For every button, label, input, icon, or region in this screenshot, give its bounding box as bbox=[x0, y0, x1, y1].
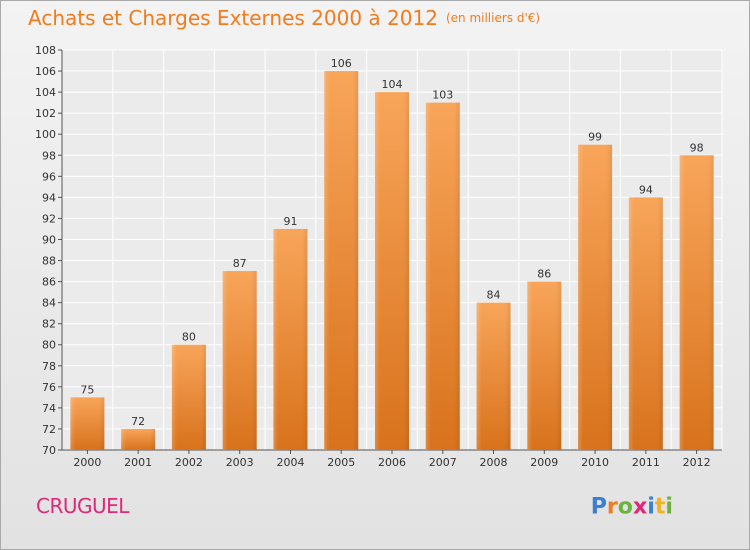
y-tick-label: 76 bbox=[42, 381, 56, 394]
y-tick-label: 106 bbox=[35, 65, 56, 78]
y-tick-label: 86 bbox=[42, 276, 56, 289]
bar-shade-2012 bbox=[679, 155, 714, 450]
y-tick-label: 82 bbox=[42, 318, 56, 331]
proxiti-logo-text: Proxiti bbox=[591, 494, 673, 520]
bar-shade-2003 bbox=[222, 271, 257, 450]
data-label-2009: 86 bbox=[537, 268, 551, 281]
y-tick-label: 92 bbox=[42, 212, 56, 225]
x-tick-label-2006: 2006 bbox=[378, 456, 406, 469]
bar-layer bbox=[70, 71, 714, 451]
proxiti-logo: Proxiti bbox=[591, 494, 673, 520]
x-tick-label-2002: 2002 bbox=[175, 456, 203, 469]
data-label-2012: 98 bbox=[690, 141, 704, 154]
x-tick-label-2005: 2005 bbox=[327, 456, 355, 469]
bar-shade-2006 bbox=[375, 92, 409, 451]
y-tick-label: 104 bbox=[35, 86, 56, 99]
x-tick-label-2008: 2008 bbox=[480, 456, 508, 469]
data-label-2001: 72 bbox=[131, 415, 145, 428]
data-label-2004: 91 bbox=[283, 215, 297, 228]
y-tick-label: 98 bbox=[42, 149, 56, 162]
y-tick-label: 78 bbox=[42, 360, 56, 373]
x-tick-label-2001: 2001 bbox=[124, 456, 152, 469]
bar-shade-2009 bbox=[527, 281, 562, 450]
x-tick-label-2011: 2011 bbox=[632, 456, 660, 469]
bar-shade-2008 bbox=[476, 302, 511, 450]
x-tick-label-2000: 2000 bbox=[73, 456, 101, 469]
x-tick-label-2003: 2003 bbox=[226, 456, 254, 469]
y-tick-label: 72 bbox=[42, 423, 56, 436]
label-layer: 75 72 80 87 91 106 104 103 84 86 99 94 98 bbox=[80, 57, 703, 428]
y-tick-label: 96 bbox=[42, 170, 56, 183]
bar-shade-2007 bbox=[425, 102, 460, 450]
chart-title: Achats et Charges Externes 2000 à 2012 (e… bbox=[28, 6, 540, 30]
data-label-2008: 84 bbox=[487, 289, 501, 302]
x-tick-label-2012: 2012 bbox=[683, 456, 711, 469]
bar-chart: 70 72 74 76 78 80 82 84 86 88 90 92 94 96 98 100 102 104 1… bbox=[35, 44, 723, 469]
x-tick-label-2010: 2010 bbox=[581, 456, 609, 469]
bar-shade-2011 bbox=[628, 197, 663, 450]
y-tick-label: 80 bbox=[42, 339, 56, 352]
data-label-2005: 106 bbox=[331, 57, 352, 70]
commune-name: CRUGUEL bbox=[36, 494, 129, 518]
y-tick-label: 88 bbox=[42, 255, 56, 268]
data-label-2002: 80 bbox=[182, 331, 196, 344]
y-tick-label: 102 bbox=[35, 107, 56, 120]
data-label-2010: 99 bbox=[588, 131, 602, 144]
y-tick-label: 100 bbox=[35, 128, 56, 141]
chart-subtitle: (en milliers d'€) bbox=[445, 11, 541, 25]
y-tick-label: 70 bbox=[42, 444, 56, 457]
x-tick-label-2007: 2007 bbox=[429, 456, 457, 469]
y-tick-label: 74 bbox=[42, 402, 56, 415]
data-label-2000: 75 bbox=[80, 383, 94, 396]
chart-title-text: Achats et Charges Externes 2000 à 2012 bbox=[28, 6, 438, 30]
bar-shade-2005 bbox=[324, 71, 359, 450]
bar-shade-2004 bbox=[273, 228, 308, 450]
x-tick-label-2004: 2004 bbox=[276, 456, 304, 469]
data-label-2006: 104 bbox=[382, 78, 403, 91]
y-tick-label: 94 bbox=[42, 191, 56, 204]
data-label-2003: 87 bbox=[233, 257, 247, 270]
y-tick-label: 108 bbox=[35, 44, 56, 57]
y-tick-label: 84 bbox=[42, 297, 56, 310]
bar-shade-2010 bbox=[578, 144, 613, 450]
bar-shade-2000 bbox=[70, 397, 105, 450]
x-tick-label-2009: 2009 bbox=[530, 456, 558, 469]
data-label-2007: 103 bbox=[432, 89, 453, 102]
y-tick-label: 90 bbox=[42, 233, 56, 246]
bar-shade-2002 bbox=[171, 344, 206, 450]
bar-shade-2001 bbox=[121, 428, 156, 450]
data-label-2011: 94 bbox=[639, 183, 653, 196]
